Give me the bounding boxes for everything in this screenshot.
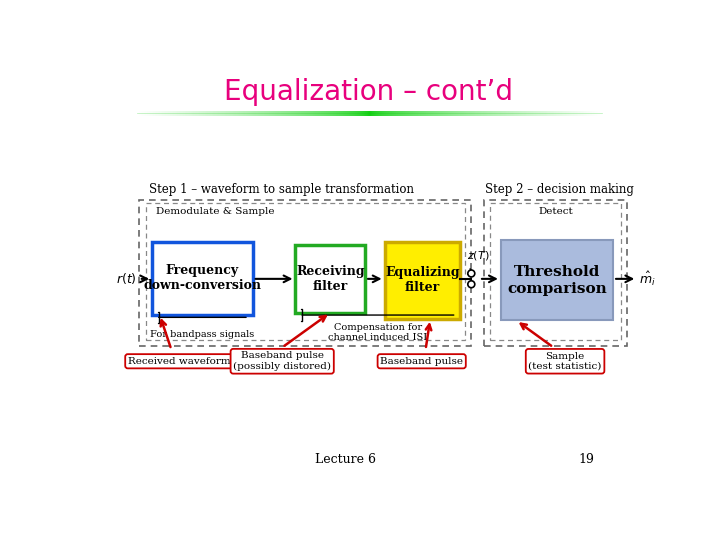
- Text: Demodulate & Sample: Demodulate & Sample: [156, 207, 275, 216]
- Text: Detect: Detect: [538, 207, 573, 216]
- Text: Receiving
filter: Receiving filter: [296, 265, 364, 293]
- Text: Baseband pulse: Baseband pulse: [380, 357, 463, 366]
- Text: Equalization – cont’d: Equalization – cont’d: [225, 78, 513, 106]
- Circle shape: [468, 270, 474, 277]
- Bar: [295, 245, 365, 313]
- Bar: [500, 240, 613, 320]
- Text: Step 1 – waveform to sample transformation: Step 1 – waveform to sample transformati…: [149, 183, 414, 196]
- Text: Received waveform: Received waveform: [128, 357, 230, 366]
- Bar: [384, 242, 461, 319]
- Text: 19: 19: [578, 453, 594, 465]
- Bar: [152, 242, 253, 315]
- Text: $r(t)$: $r(t)$: [116, 272, 137, 286]
- Text: Lecture 6: Lecture 6: [315, 453, 377, 465]
- Circle shape: [468, 281, 474, 288]
- Text: Baseband pulse
(possibly distored): Baseband pulse (possibly distored): [233, 352, 331, 371]
- Text: Step 2 – decision making: Step 2 – decision making: [485, 183, 634, 196]
- Text: Compensation for
channel induced ISI: Compensation for channel induced ISI: [328, 323, 428, 342]
- Text: Sample
(test statistic): Sample (test statistic): [528, 352, 602, 371]
- Text: For bandpass signals: For bandpass signals: [150, 330, 254, 339]
- Text: Equalizing
filter: Equalizing filter: [385, 266, 460, 294]
- Text: $z(T)$: $z(T)$: [467, 249, 489, 262]
- Text: Frequency
down-conversion: Frequency down-conversion: [143, 265, 261, 293]
- Text: $\hat{m}_i$: $\hat{m}_i$: [639, 270, 655, 288]
- Text: Threshold
comparison: Threshold comparison: [507, 265, 607, 295]
